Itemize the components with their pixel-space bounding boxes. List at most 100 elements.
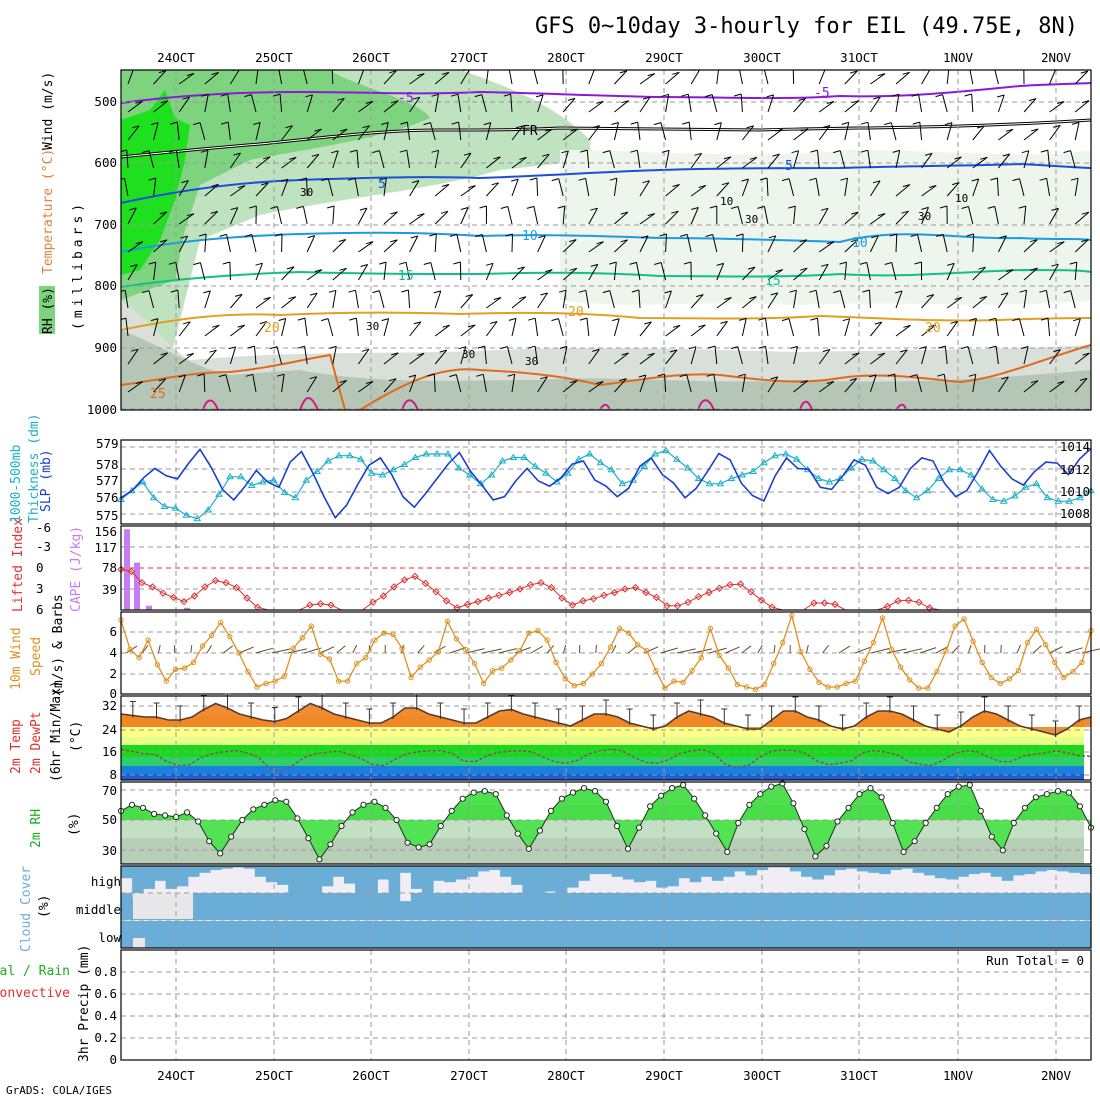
wind10m-marker bbox=[589, 671, 596, 677]
wind-barb-flag bbox=[270, 206, 278, 209]
thickness-marker bbox=[1010, 492, 1019, 499]
wind-barb-flag bbox=[198, 233, 207, 237]
wind-barb-flag bbox=[1051, 263, 1059, 267]
wind-barb-flag bbox=[360, 264, 368, 267]
lifted-index-marker bbox=[327, 601, 335, 609]
wind-barb bbox=[818, 381, 835, 393]
cloud-panel: high middle low Cloud Cover (%) bbox=[19, 865, 1092, 952]
wind-barb bbox=[995, 346, 999, 365]
rh2m-marker bbox=[1010, 819, 1017, 827]
wind-barb-flag bbox=[237, 324, 245, 328]
wind-barb bbox=[434, 72, 450, 85]
wind-barb bbox=[281, 156, 297, 169]
thickness-marker bbox=[651, 450, 659, 457]
cloud-bar-middle bbox=[187, 893, 200, 920]
wind-barb-flag bbox=[338, 239, 346, 242]
wind-barb bbox=[204, 211, 219, 225]
precip-panel-frame bbox=[120, 949, 1092, 1061]
lifted-index-marker bbox=[243, 594, 251, 602]
wind-barb-flag bbox=[439, 349, 447, 353]
wind-barb bbox=[534, 346, 539, 365]
rh2m-marker bbox=[801, 826, 808, 833]
wind-barb-flag bbox=[388, 378, 397, 382]
wind-barb bbox=[486, 156, 501, 169]
wind-barb bbox=[742, 125, 754, 141]
wind-barb-flag bbox=[362, 125, 370, 129]
x-tick-label: 26OCT bbox=[352, 50, 390, 65]
wind-barb-flag bbox=[721, 182, 730, 186]
wind-barb bbox=[383, 122, 389, 141]
wind-barb-flag bbox=[964, 93, 972, 97]
wind10m-barb bbox=[352, 644, 358, 654]
wind-barb bbox=[716, 182, 730, 197]
wind-barb bbox=[511, 178, 519, 197]
wind-barb bbox=[537, 235, 546, 253]
lifted-index-marker bbox=[673, 602, 682, 610]
wind-barb-flag bbox=[1030, 267, 1038, 271]
y-label-precip-2: Convective bbox=[0, 986, 70, 1001]
wind-barb bbox=[409, 96, 421, 113]
wind-barb bbox=[562, 128, 578, 141]
wind-barb bbox=[1074, 100, 1090, 113]
wind-barb bbox=[919, 122, 923, 141]
cloud-bar-high bbox=[734, 866, 746, 872]
wind-barb bbox=[486, 297, 502, 309]
wind-barb-flag bbox=[820, 263, 829, 267]
wind-barb-flag bbox=[158, 70, 166, 74]
wind-barb-flag bbox=[159, 211, 168, 215]
lifted-index-marker bbox=[537, 578, 545, 587]
wind-barb bbox=[972, 374, 977, 393]
wind-barb bbox=[1049, 263, 1059, 281]
rh2m-marker bbox=[294, 815, 301, 822]
wind-barb-flag bbox=[1030, 380, 1039, 384]
rh2m-marker bbox=[1021, 804, 1029, 811]
cloud-bar-low bbox=[834, 921, 847, 948]
wind-barb bbox=[869, 289, 871, 309]
wind-barb bbox=[481, 94, 487, 113]
wind-barb bbox=[482, 374, 487, 393]
wind-barb bbox=[793, 206, 796, 225]
wind-barb bbox=[409, 213, 425, 225]
cape-bar bbox=[146, 605, 152, 610]
wind-barb bbox=[690, 294, 704, 309]
wind10m-marker bbox=[236, 650, 242, 656]
y-tick-label: 1008 bbox=[1060, 506, 1090, 521]
wind-barb bbox=[178, 96, 190, 113]
cloud-bar-low bbox=[321, 921, 334, 948]
rh-band-pale bbox=[560, 150, 1091, 305]
cloud-bar-low bbox=[1046, 921, 1058, 948]
wind-barb bbox=[946, 122, 953, 141]
wind-barb-flag bbox=[868, 374, 877, 378]
wind-barb-flag bbox=[833, 290, 841, 294]
wind-barb bbox=[178, 73, 195, 85]
wind-barb-flag bbox=[561, 150, 569, 154]
wind-barb bbox=[844, 318, 851, 337]
wind-barb bbox=[613, 122, 619, 141]
wind10m-marker bbox=[934, 669, 940, 675]
wind-barb bbox=[204, 184, 219, 197]
wind-barb bbox=[870, 352, 886, 365]
wind-barb-flag bbox=[826, 381, 834, 384]
cloud-bar-high bbox=[901, 866, 914, 869]
lifted-index-marker bbox=[411, 572, 419, 581]
wind10m-marker bbox=[598, 660, 605, 667]
wind-barb bbox=[998, 128, 1014, 141]
cloud-bar-middle bbox=[254, 893, 267, 920]
wind-barb-flag bbox=[924, 152, 933, 156]
wind-barb-flag bbox=[234, 293, 243, 297]
wind-barb-flag bbox=[569, 267, 577, 271]
cloud-bar-middle bbox=[544, 893, 557, 920]
cloud-bar-high bbox=[678, 866, 691, 879]
thickness-marker bbox=[880, 465, 888, 473]
wind-barb-flag bbox=[739, 317, 747, 321]
wind-barb-flag bbox=[877, 73, 886, 77]
rh2m-marker bbox=[206, 838, 213, 845]
wind-barb bbox=[511, 266, 525, 281]
y-label-temp2m-1: 2m Temp bbox=[9, 719, 24, 774]
rh2m-marker bbox=[514, 830, 521, 837]
thickness-marker bbox=[247, 481, 256, 488]
lifted-index-marker bbox=[432, 588, 440, 596]
contour-label: 10 bbox=[522, 229, 538, 244]
wind10m-panel: 6 4 2 0 10m Wind Speed (m/s) & Barbs bbox=[9, 594, 1100, 701]
wind-barb-flag bbox=[1063, 290, 1071, 294]
